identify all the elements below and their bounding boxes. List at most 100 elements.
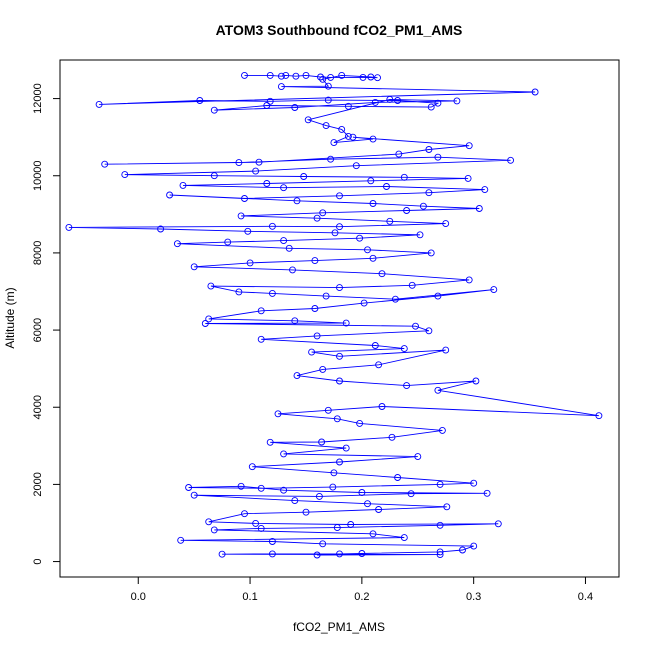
data-point [235, 288, 243, 296]
data-point [595, 412, 603, 420]
data-point [266, 438, 274, 446]
x-tick-label: 0.2 [354, 591, 369, 603]
data-point [483, 489, 491, 497]
data-point [358, 489, 366, 496]
x-axis: 0.0 0.1 0.2 0.3 0.4 [131, 576, 593, 603]
data-point [248, 463, 256, 471]
data-point [342, 319, 350, 327]
data-point [359, 73, 367, 81]
chart-title: ATOM3 Southbound fCO2_PM1_AMS [216, 22, 463, 38]
data-point [494, 520, 502, 528]
data-point [293, 197, 301, 205]
data-point [292, 72, 300, 80]
data-point [470, 479, 478, 487]
data-point [434, 386, 442, 394]
data-point [157, 225, 165, 233]
data-point [342, 444, 350, 452]
data-point [408, 281, 416, 289]
x-tick-label: 0.1 [242, 591, 257, 603]
data-point [443, 503, 451, 511]
data-point [257, 335, 265, 343]
x-tick-label: 0.4 [578, 591, 593, 603]
data-point [205, 315, 213, 323]
data-point [436, 480, 444, 488]
data-point [218, 550, 226, 558]
data-point [427, 103, 435, 111]
data-point [336, 192, 343, 200]
data-point [336, 377, 343, 385]
data-point [403, 207, 411, 214]
x-tick-label: 0.0 [131, 591, 146, 603]
data-point [453, 97, 461, 105]
data-point [263, 102, 271, 109]
data-point [282, 71, 290, 79]
data-point [438, 426, 446, 434]
data-point [319, 540, 327, 548]
x-tick-label: 0.3 [466, 591, 481, 603]
y-tick-label: 2000 [32, 472, 44, 496]
data-point [425, 146, 433, 153]
data-point [319, 209, 327, 217]
data-point [347, 521, 355, 528]
data-point [266, 71, 274, 79]
data-point [360, 299, 368, 307]
data-point [416, 231, 424, 239]
data-point [369, 530, 377, 538]
data-point [442, 346, 450, 354]
data-point [252, 519, 260, 527]
data-point [400, 534, 408, 542]
y-tick-label: 4000 [32, 395, 44, 419]
data-point [324, 96, 332, 104]
data-point [190, 491, 198, 499]
data-point [277, 72, 285, 80]
data-point [388, 433, 396, 441]
data-point [356, 234, 364, 242]
data-point [459, 546, 466, 554]
data-point [375, 506, 383, 513]
data-point [302, 71, 310, 79]
data-point [378, 403, 386, 410]
data-point [293, 372, 301, 380]
data-point [329, 483, 337, 491]
data-point [330, 139, 338, 147]
data-point [304, 116, 312, 124]
data-point [257, 484, 265, 492]
data-point [349, 133, 357, 141]
data-point [371, 98, 379, 106]
data-point [322, 292, 330, 300]
data-point [210, 106, 218, 114]
data-point [490, 286, 498, 294]
data-point [308, 348, 316, 356]
data-point [210, 526, 218, 534]
data-point [196, 97, 204, 104]
data-point [190, 263, 198, 271]
y-tick-label: 6000 [32, 318, 44, 342]
y-axis: 0 2000 4000 6000 8000 10000 12000 [32, 83, 61, 565]
data-point [235, 159, 243, 167]
data-point [101, 160, 109, 168]
data-point [317, 73, 324, 81]
data-point [434, 99, 442, 107]
data-point [268, 538, 276, 545]
data-point [465, 142, 473, 150]
data-point [367, 73, 375, 81]
data-point [470, 542, 478, 550]
data-point [395, 150, 403, 158]
y-tick-label: 10000 [32, 160, 44, 191]
data-point [173, 240, 181, 248]
data-point [121, 171, 129, 179]
data-point [374, 74, 381, 82]
data-point [465, 276, 473, 284]
data-point [336, 550, 343, 558]
data-point [403, 382, 411, 390]
series-line [68, 74, 599, 556]
data-point [338, 125, 346, 133]
data-point [244, 227, 252, 235]
data-point [324, 406, 332, 414]
data-point [257, 307, 265, 315]
data-point [344, 132, 352, 140]
data-point [386, 217, 394, 225]
data-point [318, 438, 326, 446]
data-point [434, 153, 442, 161]
x-axis-label: fCO2_PM1_AMS [293, 620, 385, 634]
